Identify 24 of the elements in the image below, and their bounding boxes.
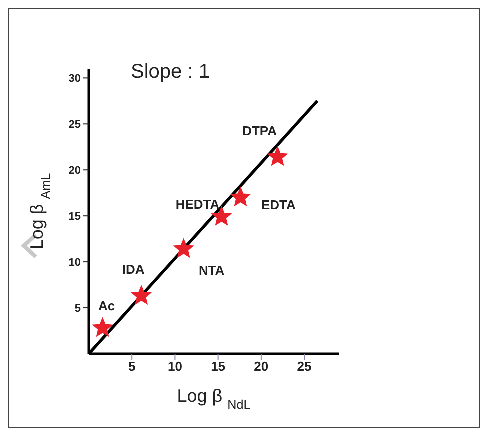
point: [173, 238, 194, 258]
x-tick-label: 5: [128, 359, 136, 374]
point: [92, 317, 114, 338]
annotation: HEDTA: [176, 197, 220, 212]
x-tick-label: 10: [168, 359, 182, 374]
y-tick-label: 25: [68, 119, 81, 132]
x-tick-label: 20: [254, 359, 269, 374]
y-tick-label: 20: [68, 165, 81, 178]
point: [267, 146, 288, 166]
annotation: DTPA: [242, 123, 278, 138]
point: [230, 186, 252, 207]
y-tick-label: 10: [68, 256, 81, 269]
y-tick-label: 15: [68, 211, 81, 223]
point: [131, 285, 152, 305]
annotation: IDA: [122, 262, 146, 278]
annotation: NTA: [198, 263, 226, 278]
annotation: Slope : 1: [131, 61, 210, 84]
y-tick-label: 5: [74, 302, 81, 315]
annotation: Ac: [98, 298, 116, 314]
x-tick-label: 15: [211, 359, 226, 374]
y-tick-label: 30: [68, 73, 81, 86]
x-tick-label: 25: [297, 359, 312, 374]
x-axis-title: Log β $_{NdL}$: [177, 386, 251, 412]
annotation: EDTA: [262, 198, 297, 213]
